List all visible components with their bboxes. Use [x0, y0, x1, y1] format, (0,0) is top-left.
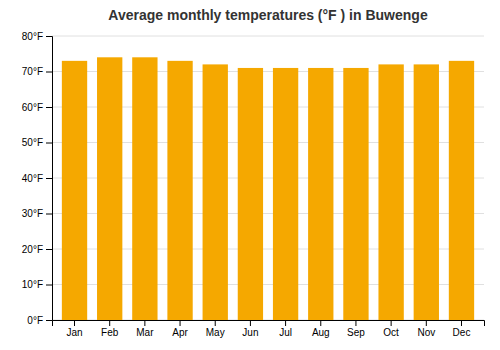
- y-tick-label: 0°F: [27, 315, 43, 326]
- x-axis: Jan Feb Mar Apr May Jun Jul Aug Sep Oct Nov Dec: [53, 320, 485, 338]
- x-tick: Jun: [242, 320, 258, 338]
- x-tick-label: Dec: [453, 327, 471, 338]
- x-tick-label: Nov: [417, 327, 435, 338]
- x-tick: Nov: [417, 320, 435, 338]
- y-tick: 70°F: [22, 66, 52, 77]
- y-tick: 0°F: [27, 315, 52, 326]
- y-tick-mark: [46, 107, 52, 108]
- x-tick-mark: [391, 320, 392, 326]
- y-axis: 0°F 10°F 20°F 30°F 40°F 50°F 60°F 70°F 80°F: [22, 31, 53, 326]
- y-tick-label: 70°F: [22, 66, 43, 77]
- y-tick-label: 80°F: [22, 31, 43, 42]
- y-tick: 40°F: [22, 173, 52, 184]
- x-tick-label: Feb: [101, 327, 119, 338]
- x-tick: Jul: [279, 320, 292, 338]
- x-axis-line: [53, 321, 485, 327]
- y-axis-line: [46, 37, 53, 321]
- y-tick-label: 50°F: [22, 137, 43, 148]
- x-tick-label: May: [206, 327, 225, 338]
- chart-container: 0°F 10°F 20°F 30°F 40°F 50°F 60°F 70°F 80°F Jan Fe…: [0, 0, 500, 350]
- x-tick-mark: [426, 320, 427, 326]
- y-tick: 30°F: [22, 208, 52, 219]
- bar: [238, 68, 263, 320]
- y-tick-mark: [46, 320, 52, 321]
- x-tick-label: Jul: [279, 327, 292, 338]
- y-tick-label: 30°F: [22, 208, 43, 219]
- bar: [132, 57, 157, 320]
- grid-line: [52, 36, 484, 37]
- bar: [378, 64, 403, 320]
- y-tick-label: 60°F: [22, 102, 43, 113]
- bar: [203, 64, 228, 320]
- x-tick-mark: [285, 320, 286, 326]
- x-tick: Dec: [453, 320, 471, 338]
- grid: [52, 36, 484, 320]
- y-tick-label: 40°F: [22, 173, 43, 184]
- x-tick-mark: [109, 320, 110, 326]
- x-tick: Sep: [347, 320, 365, 338]
- bar: [414, 64, 439, 320]
- chart-svg: 0°F 10°F 20°F 30°F 40°F 50°F 60°F 70°F 80°F Jan Fe…: [0, 0, 500, 350]
- bar: [449, 61, 474, 320]
- bar: [167, 61, 192, 320]
- x-tick-label: Apr: [172, 327, 188, 338]
- bar: [62, 61, 87, 320]
- x-tick-mark: [250, 320, 251, 326]
- x-tick-label: Jan: [66, 327, 82, 338]
- x-tick-label: Sep: [347, 327, 365, 338]
- x-tick: Feb: [101, 320, 119, 338]
- bars: [62, 57, 474, 320]
- x-tick-mark: [461, 320, 462, 326]
- chart-title: Average monthly temperatures (°F ) in Bu…: [108, 7, 428, 23]
- x-tick: Apr: [172, 320, 188, 338]
- x-tick: May: [206, 320, 225, 338]
- y-tick-mark: [46, 214, 52, 215]
- y-tick: 10°F: [22, 279, 52, 290]
- y-tick-mark: [46, 36, 52, 37]
- y-tick: 20°F: [22, 244, 52, 255]
- x-tick: Aug: [312, 320, 330, 338]
- bar: [308, 68, 333, 320]
- y-tick: 50°F: [22, 137, 52, 148]
- x-tick: Jan: [66, 320, 82, 338]
- x-tick-mark: [74, 320, 75, 326]
- x-tick: Mar: [136, 320, 154, 338]
- y-tick: 60°F: [22, 102, 52, 113]
- x-tick-label: Aug: [312, 327, 330, 338]
- x-tick-mark: [320, 320, 321, 326]
- y-tick: 80°F: [22, 31, 52, 42]
- x-tick-mark: [215, 320, 216, 326]
- x-tick-label: Jun: [242, 327, 258, 338]
- x-tick: Oct: [383, 320, 399, 338]
- y-tick-mark: [46, 72, 52, 73]
- y-tick-mark: [46, 178, 52, 179]
- x-tick-mark: [180, 320, 181, 326]
- bar: [343, 68, 368, 320]
- y-tick-mark: [46, 285, 52, 286]
- x-tick-mark: [355, 320, 356, 326]
- y-tick-label: 10°F: [22, 279, 43, 290]
- x-tick-label: Mar: [136, 327, 154, 338]
- bar: [273, 68, 298, 320]
- x-tick-mark: [144, 320, 145, 326]
- bar: [97, 57, 122, 320]
- y-tick-mark: [46, 249, 52, 250]
- x-tick-label: Oct: [383, 327, 399, 338]
- y-tick-label: 20°F: [22, 244, 43, 255]
- y-tick-mark: [46, 143, 52, 144]
